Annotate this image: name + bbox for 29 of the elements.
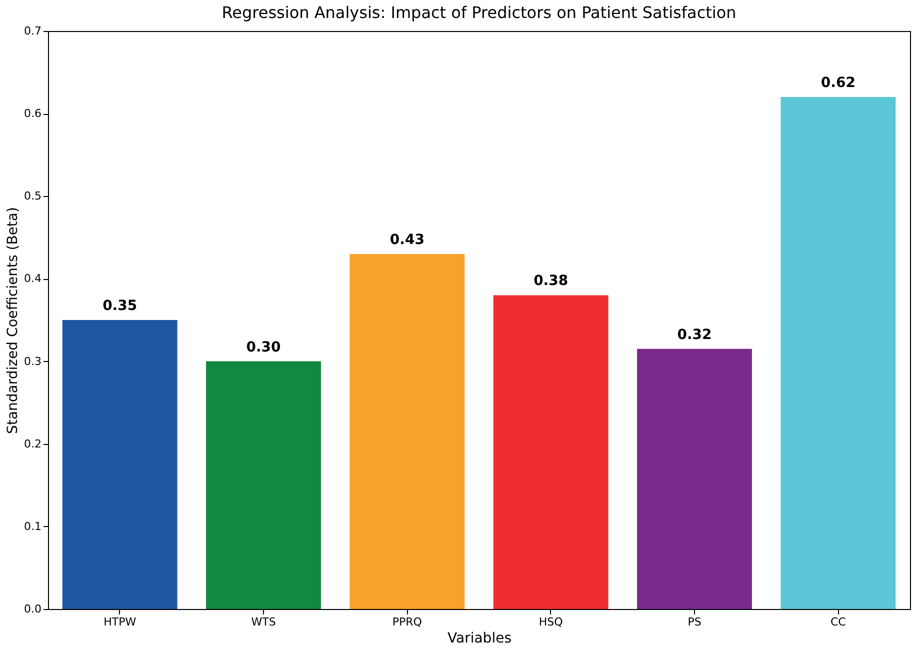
y-tick-label: 0.1	[24, 520, 42, 533]
x-tick-label: WTS	[251, 616, 276, 628]
y-tick-label: 0.5	[24, 190, 42, 203]
data-label: 0.38	[534, 273, 568, 290]
x-axis-title: Variables	[448, 630, 512, 646]
y-axis-title: Standardized Coefficients (Beta)	[5, 207, 22, 434]
bar	[62, 320, 178, 609]
x-tick-label: HTPW	[104, 616, 136, 628]
data-label: 0.32	[677, 326, 712, 343]
x-tick-label: CC	[830, 616, 846, 628]
data-label: 0.43	[390, 232, 424, 248]
bar	[637, 348, 752, 609]
chart-title: Regression Analysis: Impact of Predictors on Patient Satisfaction	[222, 3, 736, 22]
y-tick-label: 0.7	[24, 24, 42, 38]
y-tick-label: 0.4	[24, 272, 42, 286]
y-tick-label: 0.6	[24, 107, 42, 120]
data-label: 0.35	[102, 298, 138, 314]
bar	[206, 361, 321, 609]
data-label: 0.62	[820, 75, 856, 92]
x-tick-label: PS	[688, 616, 702, 628]
bar	[780, 97, 896, 609]
bar	[493, 295, 608, 609]
y-tick-label: 0.3	[24, 354, 42, 368]
y-tick-label: 0.0	[24, 602, 42, 616]
y-tick-label: 0.2	[24, 437, 42, 450]
x-tick-label: HSQ	[538, 616, 564, 628]
bar	[350, 254, 465, 609]
data-label: 0.30	[246, 339, 282, 356]
x-tick-label: PPRQ	[392, 616, 422, 628]
